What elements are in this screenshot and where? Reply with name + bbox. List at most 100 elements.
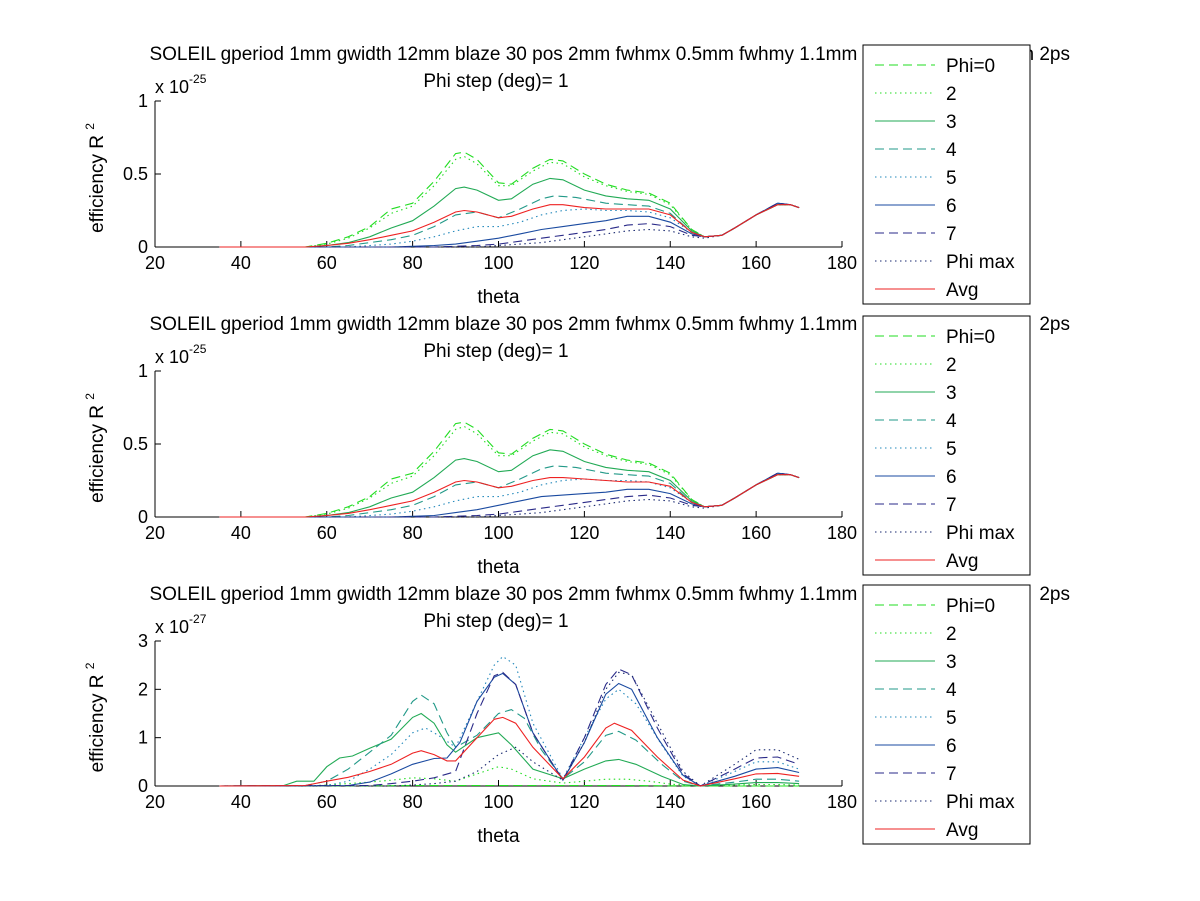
y-tick-label: 3 <box>138 631 148 651</box>
legend: Phi=0 2 3 4 5 6 7 Phi max Avg <box>862 44 1031 305</box>
series-line-4 <box>219 694 800 787</box>
chart-title: SOLEIL gperiod 1mm gwidth 12mm blaze 30 … <box>149 314 936 335</box>
series-line-3 <box>219 712 800 787</box>
x-tick-label: 60 <box>317 253 337 273</box>
legend: Phi=0 2 3 4 5 6 7 Phi max Avg <box>862 315 1031 576</box>
y-tick-label: 1 <box>138 91 148 111</box>
legend-label: 2 <box>946 624 957 645</box>
series-line-5 <box>219 655 800 787</box>
series-line-6 <box>219 472 800 518</box>
legend-label: 3 <box>946 652 957 673</box>
chart-subtitle: Phi step (deg)= 1 <box>423 71 568 92</box>
chart-1: 20 40 60 80 100 120 140 160 180 0 0.5 1 x 10-25 theta… <box>83 44 1070 308</box>
x-tick-label: 160 <box>741 253 771 273</box>
legend-label: Phi max <box>946 252 1015 273</box>
legend-label: Phi=0 <box>946 596 995 617</box>
x-tick-label: 80 <box>403 792 423 812</box>
series-line-6 <box>219 672 800 787</box>
series-line-6 <box>219 202 800 248</box>
x-tick-label: 40 <box>231 523 251 543</box>
x-tick-label: 120 <box>569 792 599 812</box>
x-tick-label: 80 <box>403 523 423 543</box>
series-line-avg <box>219 204 800 248</box>
series-line-phi-0 <box>219 151 800 248</box>
y-multiplier-exponent: -25 <box>189 72 207 86</box>
y-tick-label: 0 <box>138 507 148 527</box>
chart-title-tail: 2ps <box>1039 314 1070 335</box>
series-line-4 <box>219 195 800 248</box>
x-tick-label: 100 <box>483 253 513 273</box>
legend-label: 5 <box>946 439 957 460</box>
y-axis-label-sup: 2 <box>83 662 97 669</box>
y-multiplier-exponent: -27 <box>189 612 207 626</box>
legend-label: Phi=0 <box>946 327 995 348</box>
y-axis-label-sup: 2 <box>83 393 97 400</box>
x-tick-label: 160 <box>741 792 771 812</box>
chart-title-tail: h 2ps <box>1024 44 1070 65</box>
x-tick-label: 20 <box>145 253 165 273</box>
series-line-5 <box>219 202 800 248</box>
series-line-avg <box>219 474 800 518</box>
series-line-phi-0 <box>219 421 800 518</box>
x-axis-label: theta <box>477 557 520 578</box>
legend-label: 6 <box>946 736 957 757</box>
y-axis-label: efficiency R 2 <box>83 123 108 233</box>
series-line-7 <box>219 668 800 787</box>
legend-label: 2 <box>946 84 957 105</box>
legend-label: 7 <box>946 764 957 785</box>
chart-title: SOLEIL gperiod 1mm gwidth 12mm blaze 30 … <box>149 584 936 605</box>
x-axis-label: theta <box>477 287 520 308</box>
chart-3: 20 40 60 80 100 120 140 160 180 0 1 2 3 x 10-27 theta e… <box>83 584 1070 847</box>
x-tick-label: 120 <box>569 253 599 273</box>
y-multiplier-exponent: -25 <box>189 342 207 356</box>
x-tick-label: 20 <box>145 523 165 543</box>
x-tick-label: 180 <box>827 253 857 273</box>
x-tick-label: 140 <box>655 253 685 273</box>
legend-label: Avg <box>946 551 978 572</box>
series-line-2 <box>219 155 800 248</box>
legend: Phi=0 2 3 4 5 6 7 Phi max Avg <box>862 584 1031 845</box>
series-line-avg <box>219 716 800 787</box>
legend-label: 3 <box>946 383 957 404</box>
x-tick-label: 140 <box>655 523 685 543</box>
legend-label: Avg <box>946 820 978 841</box>
y-tick-label: 1 <box>138 361 148 381</box>
legend-label: 6 <box>946 196 957 217</box>
legend-label: 4 <box>946 680 957 701</box>
legend-label: 7 <box>946 495 957 516</box>
x-tick-label: 20 <box>145 792 165 812</box>
x-axis-label: theta <box>477 826 520 847</box>
x-tick-label: 40 <box>231 792 251 812</box>
y-tick-label: 2 <box>138 679 148 699</box>
y-tick-label: 0 <box>138 776 148 796</box>
legend-label: 3 <box>946 112 957 133</box>
x-tick-label: 140 <box>655 792 685 812</box>
legend-label: 4 <box>946 140 957 161</box>
y-axis-label-sup: 2 <box>83 123 97 130</box>
y-multiplier: x 10-25 <box>155 72 207 97</box>
chart-title-tail: 2ps <box>1039 584 1070 605</box>
chart-title: SOLEIL gperiod 1mm gwidth 12mm blaze 30 … <box>149 44 936 65</box>
legend-label: 5 <box>946 708 957 729</box>
x-tick-label: 60 <box>317 523 337 543</box>
series-line-2 <box>219 425 800 518</box>
y-tick-label: 1 <box>138 728 148 748</box>
x-tick-label: 180 <box>827 792 857 812</box>
y-axis-label: efficiency R 2 <box>83 662 108 772</box>
series-line-phi-max <box>219 474 800 518</box>
x-tick-label: 100 <box>483 792 513 812</box>
chart-subtitle: Phi step (deg)= 1 <box>423 341 568 362</box>
series-line-3 <box>219 177 800 248</box>
x-tick-label: 160 <box>741 523 771 543</box>
legend-label: 5 <box>946 168 957 189</box>
series-line-phi-max <box>219 671 800 787</box>
y-multiplier: x 10-27 <box>155 612 207 637</box>
legend-label: Phi max <box>946 792 1015 813</box>
series-line-5 <box>219 472 800 518</box>
series-line-7 <box>219 202 800 248</box>
legend-label: 4 <box>946 411 957 432</box>
x-tick-label: 180 <box>827 523 857 543</box>
chart-subtitle: Phi step (deg)= 1 <box>423 611 568 632</box>
legend-label: Phi max <box>946 523 1015 544</box>
